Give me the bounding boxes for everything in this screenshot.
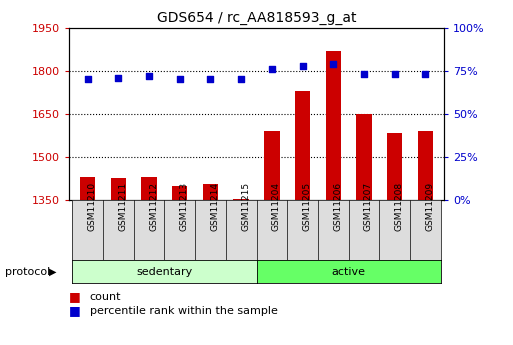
Text: active: active xyxy=(331,267,366,277)
Point xyxy=(84,77,92,82)
Text: GSM11205: GSM11205 xyxy=(303,181,311,231)
Text: sedentary: sedentary xyxy=(136,267,192,277)
Point xyxy=(390,71,399,77)
Point xyxy=(114,75,123,80)
Point xyxy=(145,73,153,79)
Point xyxy=(421,71,429,77)
Bar xyxy=(203,184,218,345)
Bar xyxy=(233,199,249,345)
Bar xyxy=(172,186,187,345)
Text: GSM11213: GSM11213 xyxy=(180,181,189,231)
Point xyxy=(329,61,338,67)
Text: GSM11204: GSM11204 xyxy=(272,181,281,231)
Bar xyxy=(264,131,280,345)
Text: ■: ■ xyxy=(69,290,85,303)
Bar xyxy=(326,51,341,345)
Bar xyxy=(80,177,95,345)
Text: GSM11215: GSM11215 xyxy=(241,181,250,231)
Bar xyxy=(111,178,126,345)
Bar xyxy=(295,91,310,345)
Point xyxy=(299,63,307,68)
Text: GSM11208: GSM11208 xyxy=(394,181,404,231)
Text: GSM11207: GSM11207 xyxy=(364,181,373,231)
Title: GDS654 / rc_AA818593_g_at: GDS654 / rc_AA818593_g_at xyxy=(157,11,356,25)
Text: protocol: protocol xyxy=(5,267,50,277)
Text: GSM11214: GSM11214 xyxy=(210,181,220,231)
Text: percentile rank within the sample: percentile rank within the sample xyxy=(90,306,278,315)
Text: GSM11209: GSM11209 xyxy=(425,181,435,231)
Text: GSM11212: GSM11212 xyxy=(149,181,158,231)
Point xyxy=(206,77,214,82)
Text: GSM11210: GSM11210 xyxy=(88,181,96,231)
Text: GSM11206: GSM11206 xyxy=(333,181,342,231)
Bar xyxy=(387,132,402,345)
Bar xyxy=(418,131,433,345)
Point xyxy=(360,71,368,77)
Bar xyxy=(356,114,371,345)
Text: ■: ■ xyxy=(69,304,85,317)
Bar xyxy=(142,177,157,345)
Text: count: count xyxy=(90,292,121,302)
Text: GSM11211: GSM11211 xyxy=(119,181,127,231)
Point xyxy=(175,77,184,82)
Text: ▶: ▶ xyxy=(49,267,56,277)
Point xyxy=(268,66,276,72)
Point xyxy=(237,77,245,82)
